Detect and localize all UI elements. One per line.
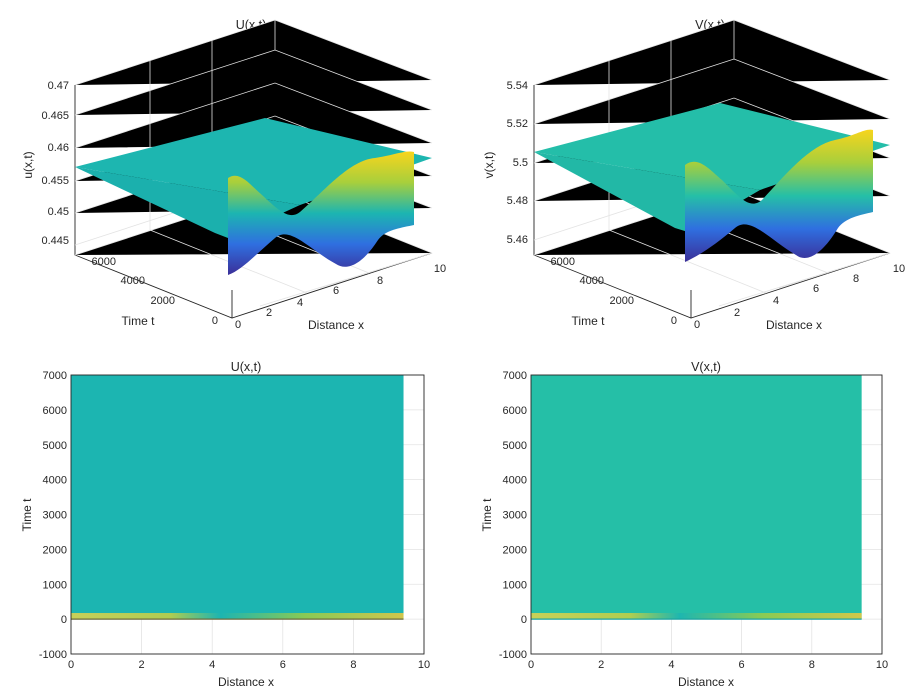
heatmap-transient-band-v bbox=[531, 613, 862, 620]
y-ticks-u: 6000 4000 2000 0 bbox=[92, 256, 218, 327]
y-axis-label-u-map: Time t bbox=[20, 498, 34, 532]
z-tick-label: 0.455 bbox=[41, 175, 69, 187]
z-ticks-u: 0.47 0.465 0.46 0.455 0.45 0.445 bbox=[41, 80, 69, 247]
heatmap-axes-v bbox=[530, 374, 883, 655]
y-tick-label: 4000 bbox=[121, 275, 145, 287]
y-axis-label-v: Time t bbox=[572, 314, 606, 328]
x-tick-label: 8 bbox=[377, 275, 383, 287]
z-tick-label: 0.46 bbox=[48, 142, 69, 154]
y-tick-label: 5000 bbox=[503, 440, 527, 452]
heatmap-u: U(x,t) 0 2 4 6 8 10 -100001000200030004000500… bbox=[20, 360, 430, 689]
x-tick-label: 0 bbox=[235, 319, 241, 331]
z-axis-label-u: u(x,t) bbox=[21, 151, 35, 178]
y-tick-label: 2000 bbox=[43, 544, 67, 556]
y-tick-label: 0 bbox=[212, 315, 218, 327]
chart-title-u-map: U(x,t) bbox=[231, 360, 262, 374]
y-tick-label: 2000 bbox=[503, 544, 527, 556]
x-tick-label: 6 bbox=[280, 659, 286, 671]
x-tick-label: 2 bbox=[734, 307, 740, 319]
z-tick-label: 5.54 bbox=[507, 80, 528, 92]
y-axis-label-u: Time t bbox=[122, 314, 156, 328]
y-tick-label: 3000 bbox=[43, 510, 67, 522]
z-ticks-v: 5.54 5.52 5.5 5.48 5.46 bbox=[507, 80, 528, 246]
surface-front-v bbox=[685, 129, 873, 262]
x-tick-label: 10 bbox=[418, 659, 430, 671]
x-tick-label: 0 bbox=[528, 659, 534, 671]
x-ticks-v: 0 2 4 6 8 10 bbox=[694, 263, 905, 331]
heatmap-v: V(x,t) 0 2 4 6 8 10 -100001000200030004000500… bbox=[480, 360, 888, 689]
y-tick-label: 5000 bbox=[43, 440, 67, 452]
x-tick-label: 4 bbox=[668, 659, 674, 671]
y-tick-label: 6000 bbox=[92, 256, 116, 268]
x-tick-label: 10 bbox=[434, 263, 446, 275]
y-tick-label: 2000 bbox=[610, 295, 634, 307]
x-tick-label: 8 bbox=[853, 273, 859, 285]
z-tick-label: 0.47 bbox=[48, 80, 69, 92]
y-tick-label: 6000 bbox=[43, 405, 67, 417]
z-axis-label-v: v(x,t) bbox=[482, 152, 496, 179]
y-tick-label: 0 bbox=[671, 315, 677, 327]
heatmap-axes-u bbox=[70, 374, 425, 655]
x-tick-label: 10 bbox=[876, 659, 888, 671]
surface-plot-u: U(x,t) 0.47 0.465 0.46 0.455 0.45 0.445 … bbox=[21, 18, 446, 332]
x-tick-label: 2 bbox=[139, 659, 145, 671]
z-tick-label: 5.48 bbox=[507, 195, 528, 207]
y-tick-label: 4000 bbox=[503, 475, 527, 487]
heatmap-region-u bbox=[71, 375, 404, 620]
x-axis-label-v-map: Distance x bbox=[678, 675, 734, 689]
y-tick-label: 1000 bbox=[503, 579, 527, 591]
y-ticks-v: 6000 4000 2000 0 bbox=[551, 256, 677, 327]
heatmap-region-v bbox=[531, 375, 862, 620]
y-tick-label: 6000 bbox=[503, 405, 527, 417]
z-tick-label: 5.52 bbox=[507, 118, 528, 130]
x-tick-label: 10 bbox=[893, 263, 905, 275]
x-tick-label: 2 bbox=[266, 307, 272, 319]
x-axis-label-v: Distance x bbox=[766, 318, 822, 332]
y-tick-label: 7000 bbox=[503, 370, 527, 382]
x-tick-label: 0 bbox=[694, 319, 700, 331]
x-tick-label: 2 bbox=[598, 659, 604, 671]
z-tick-label: 0.45 bbox=[48, 206, 69, 218]
surface-front-u bbox=[228, 151, 414, 275]
y-tick-label: 4000 bbox=[43, 475, 67, 487]
y-tick-label: 4000 bbox=[580, 275, 604, 287]
y-tick-label: 1000 bbox=[43, 579, 67, 591]
x-tick-label: 0 bbox=[68, 659, 74, 671]
y-tick-label: 7000 bbox=[43, 370, 67, 382]
z-tick-label: 5.5 bbox=[513, 157, 528, 169]
y-tick-label: 2000 bbox=[151, 295, 175, 307]
y-tick-label: -1000 bbox=[39, 649, 67, 661]
surface-plot-v: V(x,t) 5.54 5.52 5.5 5.48 5.46 v(x,t) 60… bbox=[482, 18, 905, 332]
y-tick-label: 0 bbox=[521, 614, 527, 626]
x-tick-label: 4 bbox=[297, 297, 303, 309]
z-tick-label: 5.46 bbox=[507, 234, 528, 246]
x-tick-label: 6 bbox=[739, 659, 745, 671]
y-tick-label: -1000 bbox=[499, 649, 527, 661]
y-tick-label: 6000 bbox=[551, 256, 575, 268]
x-tick-label: 8 bbox=[350, 659, 356, 671]
x-ticks-u: 0 2 4 6 8 10 bbox=[235, 263, 446, 331]
z-tick-label: 0.445 bbox=[41, 235, 69, 247]
y-axis-label-v-map: Time t bbox=[480, 498, 494, 532]
x-tick-label: 6 bbox=[333, 285, 339, 297]
chart-title-v-map: V(x,t) bbox=[691, 360, 721, 374]
y-tick-label: 3000 bbox=[503, 510, 527, 522]
x-tick-label: 4 bbox=[209, 659, 215, 671]
x-tick-label: 6 bbox=[813, 283, 819, 295]
x-tick-label: 4 bbox=[773, 295, 779, 307]
x-axis-label-u-map: Distance x bbox=[218, 675, 274, 689]
z-tick-label: 0.465 bbox=[41, 110, 69, 122]
x-tick-label: 8 bbox=[809, 659, 815, 671]
y-tick-label: 0 bbox=[61, 614, 67, 626]
heatmap-transient-band-u bbox=[71, 613, 404, 620]
x-axis-label-u: Distance x bbox=[308, 318, 364, 332]
